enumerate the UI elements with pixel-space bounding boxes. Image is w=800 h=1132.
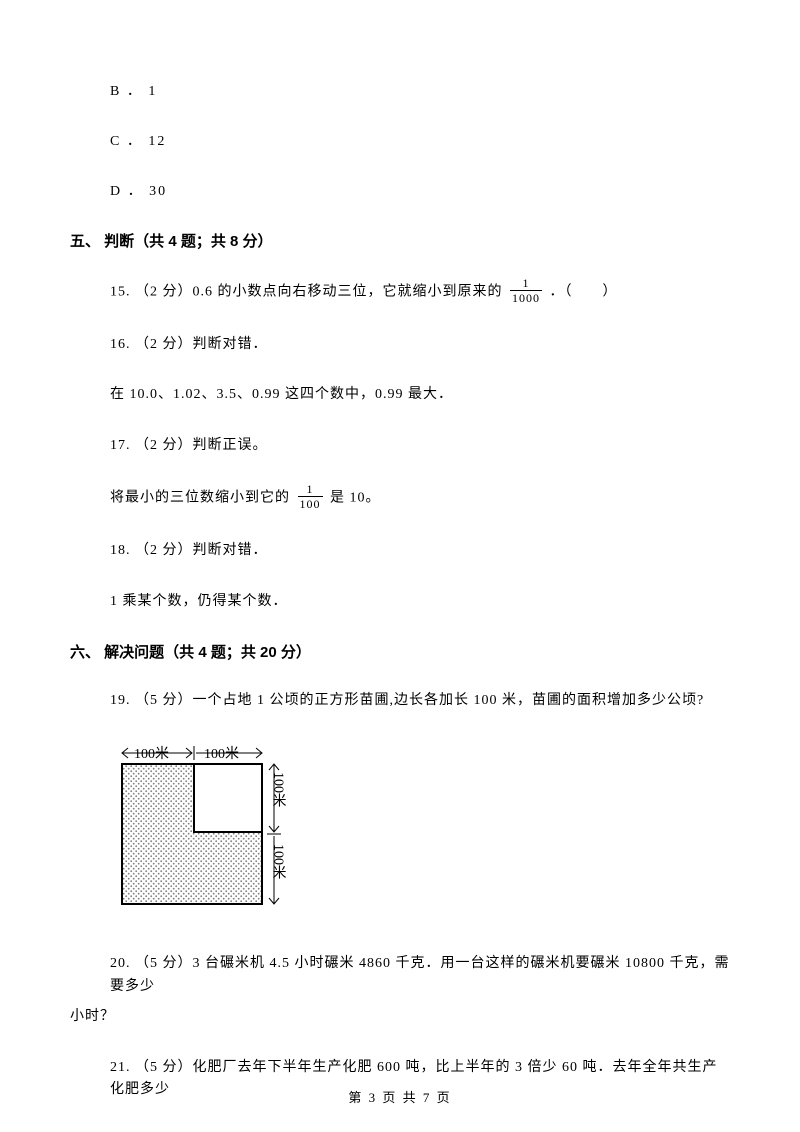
question-20-line2: 小时？ (70, 1006, 730, 1028)
question-16-body: 在 10.0、1.02、3.5、0.99 这四个数中，0.99 最大． (110, 384, 730, 406)
option-d: D ． 30 (110, 180, 730, 200)
option-c: C ． 12 (110, 130, 730, 150)
q17-frac-num: 1 (298, 483, 323, 497)
q17-frac-den: 100 (298, 497, 323, 510)
q15-frac-den: 1000 (510, 291, 542, 304)
question-17-body: 将最小的三位数缩小到它的 1100 是 10。 (110, 485, 730, 512)
question-15: 15. （2 分）0.6 的小数点向右移动三位，它就缩小到原来的 11000 ．… (110, 279, 730, 306)
q15-suffix: ．（ ） (545, 285, 618, 300)
q19-figure: 100米 100米 100米 100米 (110, 740, 730, 923)
fig-label-right-bottom: 100米 (271, 844, 287, 879)
fig-label-top-left: 100米 (134, 746, 169, 762)
q15-prefix: 15. （2 分）0.6 的小数点向右移动三位，它就缩小到原来的 (110, 285, 507, 300)
q15-frac-num: 1 (510, 277, 542, 291)
question-18: 18. （2 分）判断对错． (110, 540, 730, 562)
question-19: 19. （5 分）一个占地 1 公顷的正方形苗圃,边长各加长 100 米，苗圃的… (110, 690, 730, 712)
q17-fraction: 1100 (298, 483, 323, 510)
section-5-header: 五、 判断（共 4 题；共 8 分） (70, 230, 730, 251)
q17-body-suffix: 是 10。 (326, 491, 381, 506)
question-20: 20. （5 分）3 台碾米机 4.5 小时碾米 4860 千克．用一台这样的碾… (110, 953, 730, 998)
fig-label-right-top: 100米 (271, 772, 287, 807)
section-6-header: 六、 解决问题（共 4 题；共 20 分） (70, 641, 730, 662)
q17-body-prefix: 将最小的三位数缩小到它的 (110, 491, 295, 506)
question-18-body: 1 乘某个数，仍得某个数． (110, 591, 730, 613)
q15-fraction: 11000 (510, 277, 542, 304)
option-b: B ． 1 (110, 80, 730, 100)
question-16: 16. （2 分）判断对错． (110, 334, 730, 356)
question-17: 17. （2 分）判断正误。 (110, 435, 730, 457)
fig-label-top-right: 100米 (204, 746, 239, 762)
page-footer: 第 3 页 共 7 页 (0, 1087, 800, 1106)
